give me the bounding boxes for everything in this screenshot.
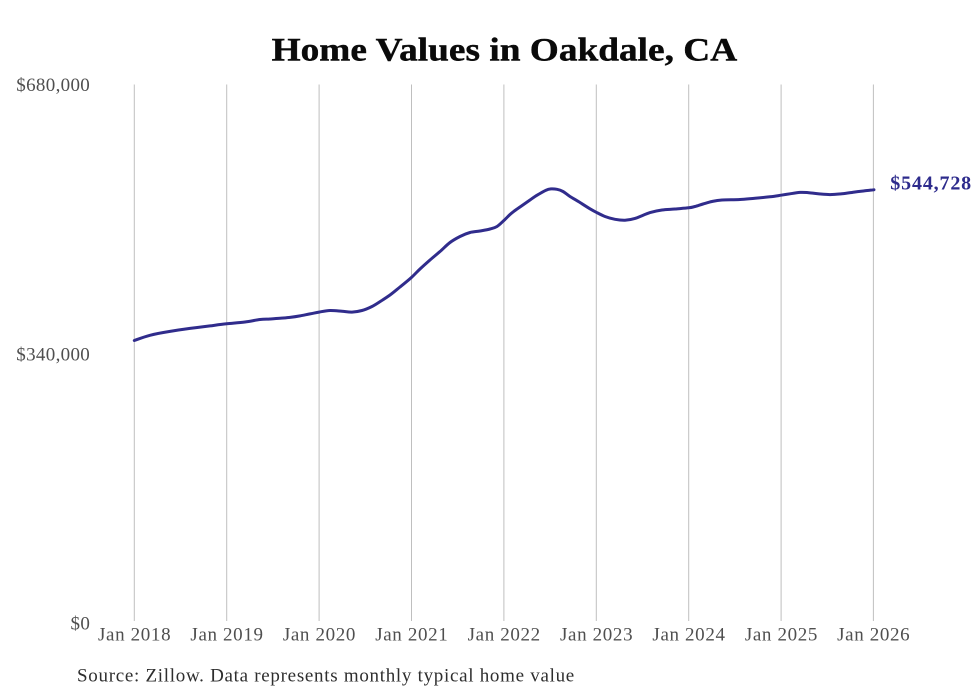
svg-text:Jan 2024: Jan 2024 bbox=[652, 625, 725, 646]
svg-text:Jan 2022: Jan 2022 bbox=[468, 625, 541, 646]
svg-text:$0: $0 bbox=[71, 614, 91, 635]
svg-text:Home Values in Oakdale, CA: Home Values in Oakdale, CA bbox=[272, 32, 738, 68]
svg-text:Source: Zillow. Data represent: Source: Zillow. Data represents monthly … bbox=[77, 666, 575, 687]
svg-text:Jan 2026: Jan 2026 bbox=[837, 625, 910, 646]
svg-text:Jan 2025: Jan 2025 bbox=[745, 625, 818, 646]
svg-text:Jan 2021: Jan 2021 bbox=[375, 625, 448, 646]
svg-text:$680,000: $680,000 bbox=[16, 75, 90, 96]
svg-text:Jan 2019: Jan 2019 bbox=[190, 625, 263, 646]
svg-text:Jan 2020: Jan 2020 bbox=[283, 625, 356, 646]
svg-text:$544,728: $544,728 bbox=[890, 172, 972, 194]
svg-text:Jan 2023: Jan 2023 bbox=[560, 625, 633, 646]
svg-text:Jan 2018: Jan 2018 bbox=[98, 625, 171, 646]
svg-text:$340,000: $340,000 bbox=[16, 344, 90, 365]
